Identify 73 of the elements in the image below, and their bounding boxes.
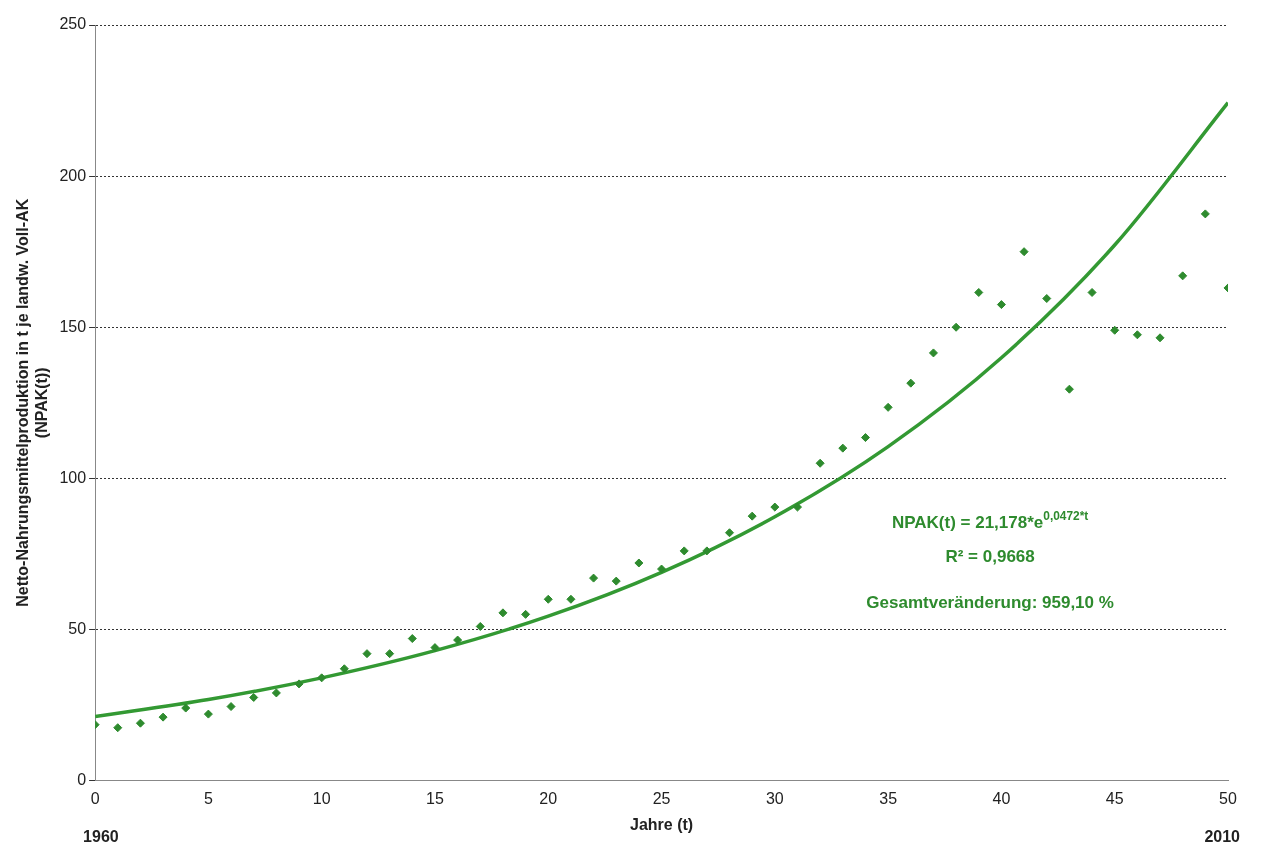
point [498, 608, 508, 618]
point [453, 635, 463, 645]
point [883, 402, 893, 412]
text: 2010 [1204, 828, 1241, 846]
x-tick-label: 50 [1219, 789, 1237, 807]
point [1155, 333, 1165, 343]
x-tick-label: 45 [1105, 789, 1124, 807]
point [1110, 325, 1120, 335]
x-tick-label: 5 [203, 789, 213, 807]
point [611, 576, 621, 586]
point [294, 679, 304, 689]
x-axis-title: Jahre (t) [629, 815, 694, 833]
point [657, 564, 667, 574]
point [793, 502, 802, 512]
point [385, 649, 395, 659]
y-tick-label: 200 [59, 166, 87, 184]
point [996, 300, 1006, 310]
point [906, 378, 916, 388]
point [679, 546, 689, 556]
annotation: R² = 0,9668 [945, 547, 1035, 567]
annotation: Gesamtveränderung: 959,10 % [866, 592, 1114, 612]
y-tick-label: 100 [59, 468, 87, 486]
y-tick-label: 0 [77, 771, 87, 789]
point [339, 664, 349, 674]
x-tick-label: 20 [539, 789, 558, 807]
point [407, 634, 417, 644]
line-series [95, 100, 1228, 719]
point [1019, 247, 1029, 257]
point [430, 643, 440, 653]
point [203, 709, 213, 719]
point [1200, 209, 1210, 219]
point [521, 609, 531, 619]
point [838, 443, 848, 453]
point [860, 433, 870, 443]
point [135, 718, 145, 728]
point [815, 458, 825, 468]
point [543, 594, 553, 604]
point [1087, 287, 1097, 297]
point [702, 546, 712, 556]
point [271, 688, 281, 698]
point [226, 702, 236, 712]
point [951, 322, 961, 332]
text: 1960 [83, 828, 119, 846]
y-axis-title: Netto-Nahrungsmittelproduktion in t je landw. Voll-AK (NPAK(t)) [14, 198, 51, 607]
y-tick-label: 50 [68, 619, 87, 637]
x-tick-label: 35 [879, 789, 898, 807]
point [1178, 271, 1188, 281]
x-tick-label: 15 [426, 789, 444, 807]
point [249, 692, 259, 702]
y-tick-label: 250 [59, 15, 87, 33]
point [974, 287, 984, 297]
point [317, 673, 327, 683]
x-tick-label: 10 [312, 789, 331, 807]
point [158, 712, 168, 722]
point [747, 511, 757, 521]
point [928, 348, 938, 358]
point [181, 703, 191, 713]
point [1064, 384, 1074, 394]
point [725, 528, 735, 538]
point [589, 573, 599, 583]
x-tick-label: 25 [652, 789, 671, 807]
point [770, 502, 780, 512]
point [362, 649, 372, 659]
point [113, 723, 123, 733]
point [566, 594, 576, 604]
y-tick-label: 150 [59, 317, 87, 335]
x-tick-label: 40 [992, 789, 1011, 807]
point [1042, 294, 1052, 304]
x-tick-label: 30 [765, 789, 784, 807]
x-tick-label: 0 [90, 789, 100, 807]
point [634, 558, 644, 568]
point [475, 621, 485, 631]
point [1132, 330, 1142, 340]
